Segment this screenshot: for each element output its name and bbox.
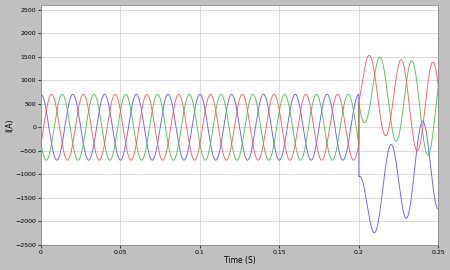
X-axis label: Time (S): Time (S) (224, 256, 256, 265)
Y-axis label: I(A): I(A) (5, 118, 14, 132)
